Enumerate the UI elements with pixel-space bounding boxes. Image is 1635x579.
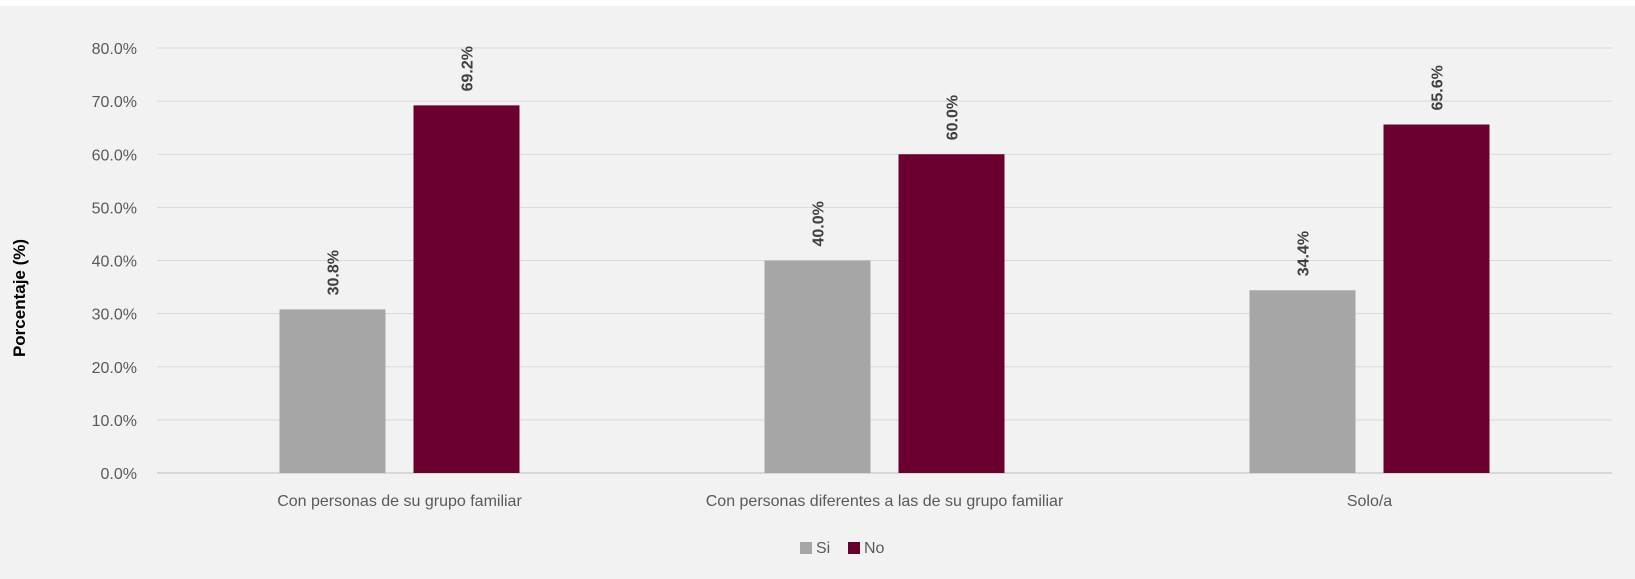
y-tick-label: 50.0% <box>92 200 137 217</box>
bar-si-3 <box>1249 290 1356 473</box>
bar-si-2 <box>764 260 871 473</box>
data-label: 60.0% <box>945 95 962 140</box>
legend: Si No <box>800 540 885 557</box>
y-axis-title: Porcentaje (%) <box>10 239 29 357</box>
legend-item-si: Si <box>800 540 830 557</box>
y-tick-label: 60.0% <box>92 147 137 164</box>
legend-label: Si <box>816 540 830 557</box>
category-label: Con personas diferentes a las de su grup… <box>706 493 1064 510</box>
y-tick-label: 80.0% <box>92 41 137 58</box>
bars <box>279 105 1490 473</box>
x-axis-categories: Con personas de su grupo familiar Con per… <box>277 493 1392 510</box>
y-axis-ticks: 0.0% 10.0% 20.0% 30.0% 40.0% 50.0% 60.0% 70.0% 8… <box>92 41 137 483</box>
bar-no-1 <box>413 105 520 473</box>
chart-area: 0.0% 10.0% 20.0% 30.0% 40.0% 50.0% 60.0% 70.0% 8… <box>0 6 1635 579</box>
data-label: 40.0% <box>811 201 828 246</box>
category-label: Con personas de su grupo familiar <box>277 493 522 510</box>
y-tick-label: 40.0% <box>92 254 137 271</box>
data-label: 30.8% <box>326 250 343 295</box>
legend-swatch <box>848 542 860 554</box>
legend-label: No <box>864 540 885 557</box>
data-label: 69.2% <box>460 46 477 91</box>
y-tick-label: 10.0% <box>92 413 137 430</box>
gridlines <box>157 47 1612 474</box>
bar-chart: 0.0% 10.0% 20.0% 30.0% 40.0% 50.0% 60.0% 70.0% 8… <box>10 41 1612 557</box>
bar-no-2 <box>898 154 1005 473</box>
data-label: 65.6% <box>1430 65 1447 110</box>
y-tick-label: 20.0% <box>92 360 137 377</box>
category-label: Solo/a <box>1347 493 1392 510</box>
bar-no-3 <box>1383 124 1490 473</box>
y-tick-label: 70.0% <box>92 94 137 111</box>
y-tick-label: 0.0% <box>101 466 137 483</box>
data-label: 34.4% <box>1296 231 1313 276</box>
y-tick-label: 30.0% <box>92 307 137 324</box>
data-labels: 30.8% 69.2% 40.0% 60.0% 34.4% 65.6% <box>326 46 1447 295</box>
legend-item-no: No <box>848 540 885 557</box>
bar-si-1 <box>279 309 386 473</box>
legend-swatch <box>800 542 812 554</box>
